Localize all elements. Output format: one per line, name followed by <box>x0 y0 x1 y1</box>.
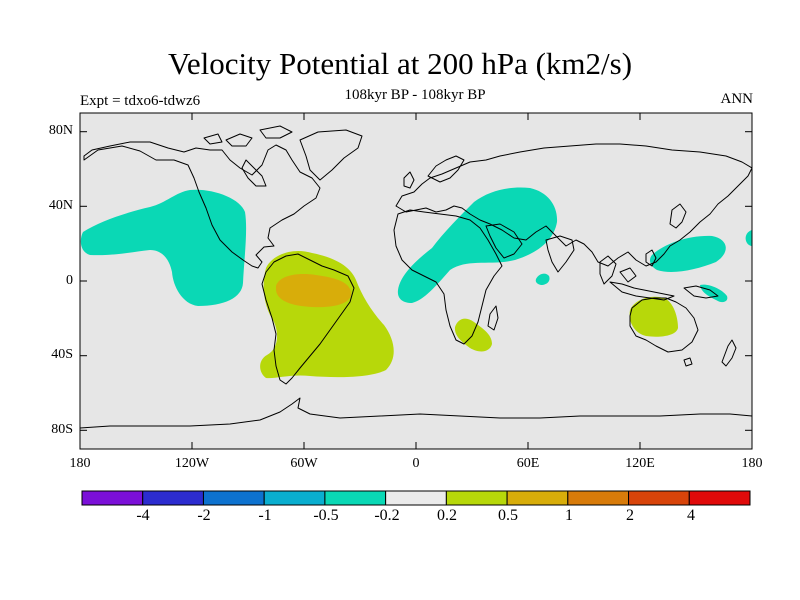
axis-ticks <box>79 113 753 449</box>
plot-title: Velocity Potential at 200 hPa (km2/s) <box>167 46 633 81</box>
colorbar-box <box>688 490 751 506</box>
colorbar-label: -0.2 <box>374 507 400 524</box>
coastline-europe-asia <box>395 143 752 267</box>
coastline-new-guinea <box>683 285 719 299</box>
colorbar-box <box>385 490 447 506</box>
strong-positive-region-amazon <box>276 274 352 308</box>
velocity-potential-field <box>80 187 752 379</box>
colorbar-box <box>506 490 569 506</box>
colorbar-box <box>81 490 144 506</box>
season-label: ANN <box>720 91 754 107</box>
colorbar-label: 1 <box>565 507 573 524</box>
coastline-south-america <box>261 253 355 385</box>
coastline-southeast-asia <box>599 255 617 285</box>
coastline-greenland <box>299 129 363 181</box>
coastline-arctic-islands <box>203 125 293 147</box>
lon-label-180e: 180 <box>741 456 763 471</box>
coastline-philippines <box>645 249 657 267</box>
colorbar-label: 0.2 <box>437 507 457 524</box>
lon-label-120e: 120E <box>625 456 655 471</box>
lat-label-40n: 40N <box>48 198 73 213</box>
coastline-antarctica <box>80 397 752 429</box>
colorbar <box>81 490 751 506</box>
experiment-label: Expt = tdxo6-tdwz6 <box>80 93 201 109</box>
lon-label-60w: 60W <box>290 456 318 471</box>
coastline-india <box>545 235 575 273</box>
lon-label-120w: 120W <box>174 456 210 471</box>
lat-label-80n: 80N <box>48 123 73 138</box>
negative-region-east-edge <box>745 230 752 246</box>
colorbar-box <box>202 490 265 506</box>
period-label: 108kyr BP - 108kyr BP <box>344 87 486 103</box>
negative-region-west-pacific <box>649 235 726 273</box>
coastline-hudson-bay <box>241 159 267 187</box>
colorbar-label: 4 <box>687 507 695 524</box>
lat-label-0: 0 <box>66 273 73 288</box>
coastline-arabia <box>485 223 523 259</box>
coastline-tasmania <box>683 357 693 367</box>
colorbar-label: -4 <box>136 507 150 524</box>
coastline-new-zealand <box>721 339 737 367</box>
coastline-madagascar <box>487 305 499 331</box>
colorbar-box <box>142 490 204 506</box>
negative-region-pacific <box>80 189 247 306</box>
lat-label-80s: 80S <box>51 422 73 437</box>
negative-region-indian-ocean <box>535 273 550 285</box>
colorbar-label: -2 <box>197 507 211 524</box>
colorbar-box <box>445 490 508 506</box>
coastline-japan <box>669 203 687 229</box>
coastline-australia <box>629 297 699 353</box>
coastline-indonesia <box>609 267 675 301</box>
negative-region-africa-asia <box>397 187 558 303</box>
coastline-africa <box>393 209 503 345</box>
lon-label-60e: 60E <box>516 456 540 471</box>
colorbar-label: -1 <box>258 507 272 524</box>
colorbar-box <box>324 490 387 506</box>
colorbar-label: -0.5 <box>313 507 339 524</box>
coastline-british-isles <box>403 171 415 189</box>
colorbar-box <box>628 490 690 506</box>
lat-label-40s: 40S <box>51 347 73 362</box>
lon-label-180w: 180 <box>69 456 91 471</box>
coastlines <box>80 125 752 429</box>
colorbar-box <box>567 490 630 506</box>
coastline-scandinavia <box>427 155 465 183</box>
colorbar-label: 2 <box>626 507 634 524</box>
colorbar-label: 0.5 <box>498 507 518 524</box>
colorbar-box <box>263 490 326 506</box>
coastline-north-america <box>83 141 321 269</box>
lon-label-0: 0 <box>412 456 420 471</box>
positive-region-australia <box>629 296 678 337</box>
